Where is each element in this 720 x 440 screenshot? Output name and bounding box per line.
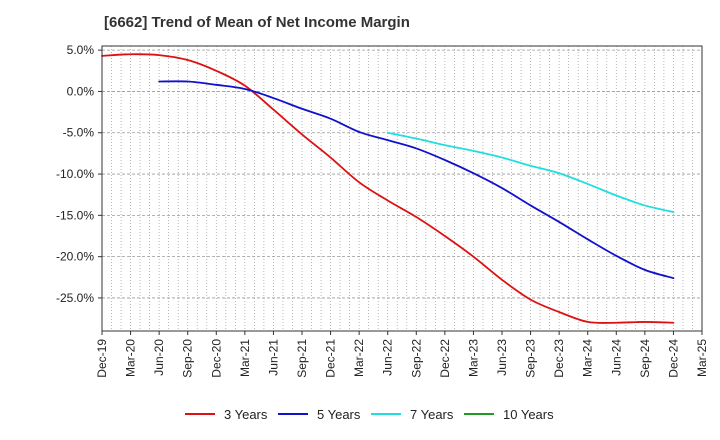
axes: 5.0% 0.0% -5.0% -10.0% -15.0% -20.0% -25.0% Dec… [56,43,709,378]
x-tick-label: Mar-22 [352,339,366,377]
x-tick-label: Jun-21 [266,339,280,376]
x-tick-label: Mar-24 [581,339,595,377]
series-line-1 [101,53,675,324]
grid [102,46,702,331]
series-line-3 [386,131,675,213]
y-tick-label: -5.0% [63,126,95,140]
x-tick-label: Mar-20 [124,339,138,377]
x-tick-label: Dec-22 [438,339,452,378]
x-tick-label: Jun-23 [495,339,509,376]
x-tick-label: Mar-25 [695,339,709,377]
x-tick-label: Dec-23 [552,339,566,378]
y-tick-label: -15.0% [56,208,94,222]
y-tick-label: -10.0% [56,167,94,181]
legend-label: 7 Years [410,407,454,422]
x-tick-label: Dec-24 [666,339,680,378]
x-tick-label: Jun-24 [609,339,623,376]
series-layer [101,53,675,324]
x-tick-label: Sep-24 [638,339,652,378]
legend: 3 Years 5 Years 7 Years 10 Years [185,407,554,422]
x-tick-label: Jun-22 [381,339,395,376]
x-tick-label: Dec-21 [324,339,338,378]
y-tick-label: -25.0% [56,291,94,305]
series-line-2 [158,80,675,280]
x-tick-label: Dec-20 [209,339,223,378]
legend-label: 5 Years [317,407,361,422]
x-tick-label: Sep-20 [181,339,195,378]
x-tick-label: Mar-21 [238,339,252,377]
x-tick-label: Mar-23 [466,339,480,377]
plot-frame [101,45,703,332]
x-tick-label: Sep-22 [409,339,423,378]
y-tick-label: 5.0% [67,43,95,57]
x-tick-label: Jun-20 [152,339,166,376]
y-tick-label: -20.0% [56,250,94,264]
x-tick-label: Sep-21 [295,339,309,378]
chart-title: [6662] Trend of Mean of Net Income Margi… [104,14,410,31]
legend-label: 10 Years [503,407,554,422]
legend-label: 3 Years [224,407,268,422]
y-tick-label: 0.0% [67,84,95,98]
x-tick-label: Dec-19 [95,339,109,378]
x-tick-label: Sep-23 [524,339,538,378]
